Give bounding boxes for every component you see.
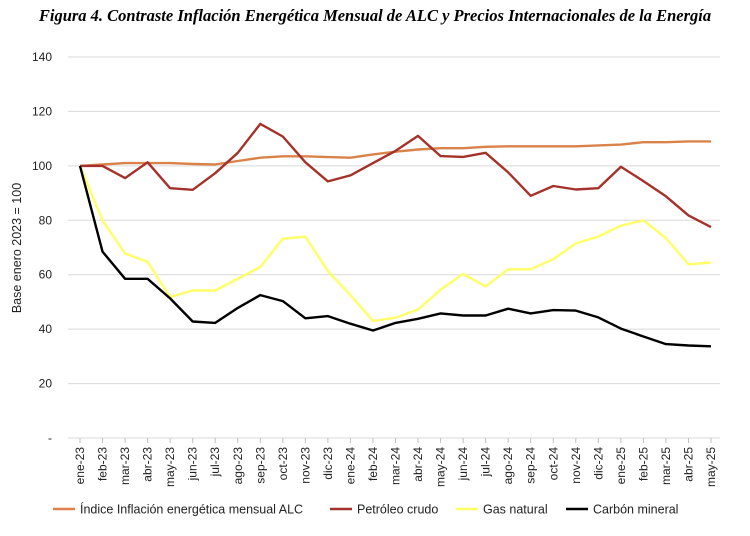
series-lines bbox=[78, 122, 712, 348]
series-line-3 bbox=[78, 165, 712, 348]
series-line-1 bbox=[80, 122, 712, 229]
y-axis-ticks: - 20 40 60 80 100 120 140 bbox=[32, 50, 52, 445]
x-tick-label: oct-23 bbox=[276, 447, 290, 481]
legend-label: Índice Inflación energética mensual ALC bbox=[80, 502, 303, 517]
x-tick-label: ago-23 bbox=[231, 447, 245, 485]
x-tick-label: ago-24 bbox=[501, 447, 515, 485]
legend-label: Carbón mineral bbox=[593, 503, 678, 517]
x-tick-label: dic-23 bbox=[321, 447, 335, 480]
y-tick-label: 100 bbox=[32, 159, 52, 173]
y-tick-label: 40 bbox=[39, 322, 53, 336]
legend: Índice Inflación energética mensual ALC P… bbox=[53, 502, 678, 517]
legend-label: Petróleo crudo bbox=[357, 503, 438, 517]
x-tick-label: mar-23 bbox=[118, 447, 132, 485]
y-axis-label: Base enero 2023 = 100 bbox=[10, 183, 24, 313]
x-tick-label: nov-24 bbox=[569, 447, 583, 484]
x-tick-label: mar-24 bbox=[389, 447, 403, 485]
x-tick-label: jun-23 bbox=[186, 447, 200, 482]
series-line-2 bbox=[78, 165, 712, 323]
y-tick-label: 120 bbox=[32, 104, 52, 118]
x-tick-label: dic-24 bbox=[591, 447, 605, 480]
x-tick-label: abr-24 bbox=[411, 447, 425, 482]
x-tick-label: jun-24 bbox=[456, 447, 470, 482]
gridlines bbox=[68, 56, 720, 439]
y-tick-label: 140 bbox=[32, 50, 52, 64]
x-tick-label: feb-25 bbox=[636, 447, 650, 481]
x-tick-label: feb-24 bbox=[366, 447, 380, 481]
x-tick-label: may-25 bbox=[704, 447, 718, 487]
x-tick-label: sep-24 bbox=[524, 447, 538, 484]
y-tick-label: 20 bbox=[39, 377, 53, 391]
figure-title: Figura 4. Contraste Inflación Energética… bbox=[38, 6, 712, 25]
x-tick-label: may-23 bbox=[163, 447, 177, 487]
series-line-0 bbox=[79, 140, 711, 168]
x-tick-label: jul-23 bbox=[208, 447, 222, 478]
legend-label: Gas natural bbox=[483, 503, 548, 517]
x-tick-label: sep-23 bbox=[253, 447, 267, 484]
x-tick-label: nov-23 bbox=[298, 447, 312, 484]
x-tick-label: jul-24 bbox=[479, 447, 493, 478]
y-tick-label: 60 bbox=[39, 268, 53, 282]
x-tick-label: ene-23 bbox=[73, 447, 87, 485]
x-tick-label: mar-25 bbox=[659, 447, 673, 485]
x-tick-label: abr-23 bbox=[141, 447, 155, 482]
x-tick-label: may-24 bbox=[434, 447, 448, 487]
x-axis-ticks: ene-23 feb-23 mar-23 abr-23 may-23 jun-23 jul-… bbox=[73, 438, 718, 487]
y-tick-label: 80 bbox=[39, 213, 53, 227]
x-tick-label: oct-24 bbox=[546, 447, 560, 481]
x-tick-label: ene-24 bbox=[343, 447, 357, 485]
y-tick-label: - bbox=[48, 431, 52, 445]
x-tick-label: abr-25 bbox=[681, 447, 695, 482]
x-tick-label: feb-23 bbox=[96, 447, 110, 481]
x-tick-label: ene-25 bbox=[614, 447, 628, 485]
